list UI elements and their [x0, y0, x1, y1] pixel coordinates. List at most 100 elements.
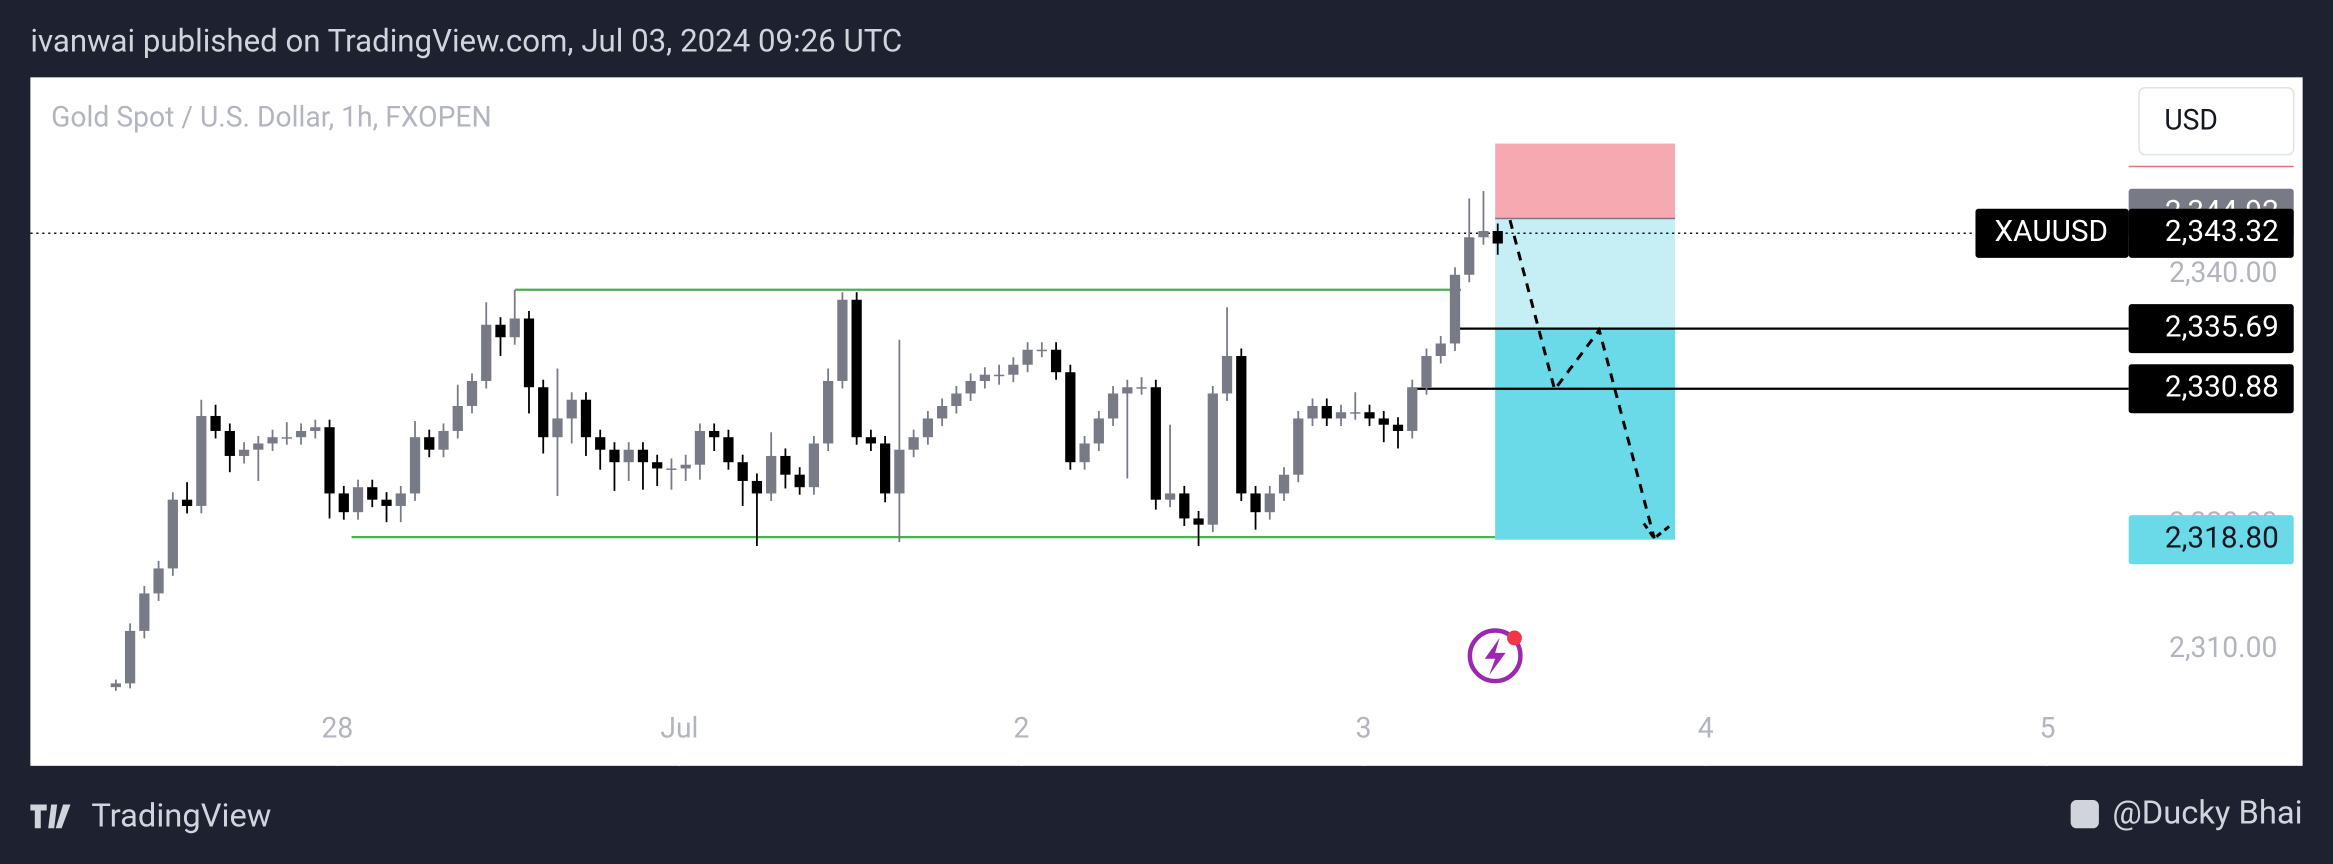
candle-body [139, 593, 150, 631]
candle-body [1008, 364, 1019, 375]
candle-body [1478, 231, 1489, 238]
symbol-label-box [1975, 208, 2129, 258]
candle-body [922, 418, 934, 438]
candle-body [1050, 349, 1062, 373]
candle-body [1264, 493, 1275, 513]
candle-body [238, 449, 250, 456]
price-label-box [2128, 208, 2294, 258]
currency: USD [2164, 103, 2218, 136]
candle-body [1307, 405, 1318, 419]
candle-body [1150, 387, 1161, 500]
candle-body [1350, 412, 1361, 414]
candle-body [1207, 393, 1218, 525]
candle-body [438, 430, 449, 450]
price-label-box [2128, 304, 2294, 354]
candle-body [167, 499, 178, 569]
footer-logo [30, 804, 71, 829]
candle-body [281, 437, 292, 439]
candle-body [694, 430, 706, 465]
x-tick-label: 4 [1698, 712, 1714, 745]
candle-body [652, 462, 663, 469]
candle-body [466, 380, 478, 406]
candle-body [409, 437, 421, 494]
candle-body [1435, 343, 1446, 356]
target-zone [1495, 328, 1676, 540]
candle-body [780, 455, 791, 475]
footer-author: @Ducky Bhai [2112, 794, 2302, 832]
candle-body [1335, 412, 1347, 419]
price-label: 2,343.32 [2165, 214, 2279, 249]
candle-body [1449, 274, 1461, 344]
x-tick-label: 5 [2040, 712, 2056, 745]
candle-body [1492, 231, 1503, 244]
candle-body [993, 374, 1005, 377]
candle-body [965, 380, 976, 394]
candle-body [1378, 418, 1389, 425]
candle-body [723, 437, 734, 463]
currency-button[interactable] [2138, 86, 2295, 156]
icon-bolt [1484, 637, 1506, 676]
candle-body [1136, 387, 1147, 389]
candle-body [538, 387, 549, 438]
candle-body [823, 380, 834, 444]
candle-body [1065, 372, 1076, 463]
candle-body [936, 405, 948, 419]
x-tick-label: 28 [321, 712, 353, 745]
candle-body [808, 443, 820, 488]
candle-body [509, 318, 520, 338]
candle-body [751, 480, 763, 494]
candle-body [295, 430, 307, 438]
candle-body [267, 437, 278, 444]
candle-body [1464, 237, 1475, 275]
candle-body [637, 449, 649, 463]
logo-mark [30, 804, 71, 829]
y-tick-label: 2,340.00 [2169, 256, 2277, 289]
candle-body [338, 493, 349, 513]
candle-body [1093, 418, 1104, 444]
candle-body [523, 318, 535, 388]
candle-body [580, 399, 592, 438]
candle-body [224, 430, 235, 456]
candle-body [1164, 493, 1176, 500]
lightning-icon[interactable] [1467, 628, 1523, 684]
stop-zone [1495, 143, 1676, 219]
candle-body [1321, 405, 1332, 419]
candle-body [367, 487, 378, 500]
candle-body [794, 474, 805, 488]
icon-dot [1507, 630, 1522, 646]
candle-body [153, 568, 164, 594]
plot-area [30, 77, 2303, 766]
candle-body [310, 427, 321, 431]
x-tick-label: Jul [660, 712, 698, 745]
candle-body [1022, 349, 1033, 365]
candle-body [324, 427, 335, 494]
footer-brand: TradingView [91, 797, 271, 835]
candle-body [865, 437, 877, 444]
candle-body [1079, 443, 1090, 463]
candle-body [1179, 493, 1190, 519]
projection-path [1508, 219, 1656, 539]
candle-body [253, 443, 264, 450]
symbol-label: XAUUSD [1995, 214, 2109, 249]
price-label-box [2128, 364, 2294, 414]
candle-body [481, 324, 492, 381]
candle-body [951, 393, 962, 406]
candle-body [1122, 387, 1133, 394]
candle-body [1364, 412, 1375, 419]
candle-body [424, 437, 435, 450]
candle-body [894, 449, 905, 494]
profit-zone [1495, 218, 1676, 329]
candle-body [680, 464, 691, 469]
x-tick-label: 2 [1014, 712, 1030, 745]
candle-body [666, 468, 677, 470]
candle-body [381, 499, 392, 506]
candle-body [837, 299, 848, 381]
candle-body [1407, 387, 1418, 431]
candle-body [1236, 355, 1247, 494]
candle-body [566, 399, 577, 419]
candle-body [709, 430, 720, 438]
candle-body [210, 415, 221, 431]
x-tick-label: 3 [1356, 712, 1372, 745]
price-label-box [2128, 515, 2294, 565]
